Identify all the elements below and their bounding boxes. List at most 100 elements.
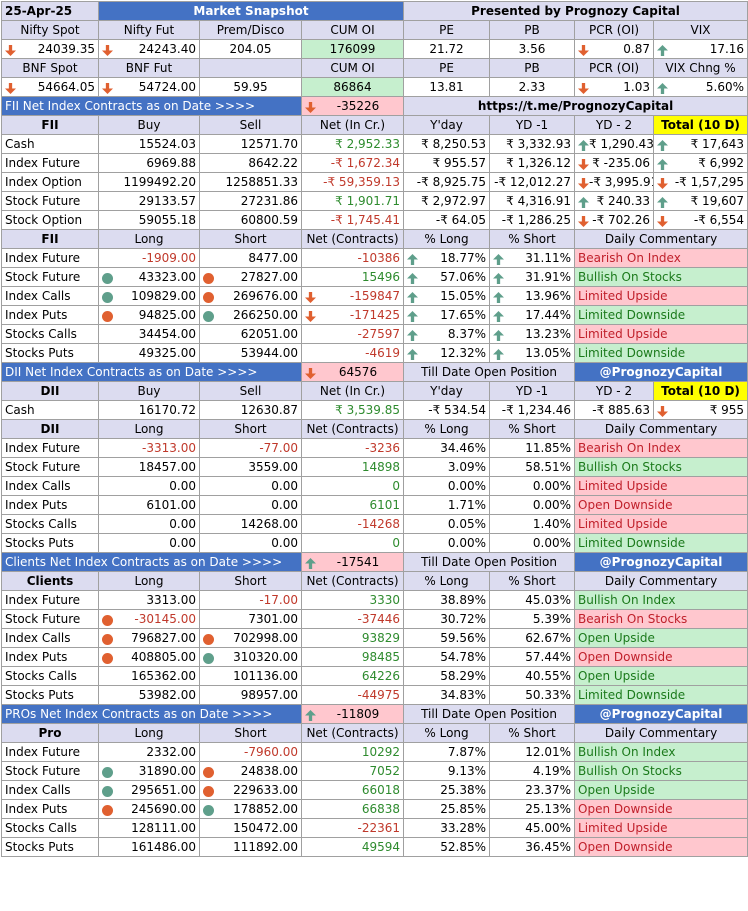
long-value: 43323.00 [98, 267, 200, 287]
yd1-value-text: ₹ 1,326.12 [506, 156, 572, 170]
arrow-up-icon [493, 349, 505, 360]
daily-commentary-text: Bearish On Index [578, 441, 681, 455]
channel-handle-text: @PrognozyCapital [599, 365, 723, 379]
arrow-up-icon [657, 159, 669, 170]
row-label: Index Puts [1, 495, 99, 515]
row-label-text: Index Puts [5, 650, 68, 664]
daily-commentary-text: Limited Upside [578, 479, 668, 493]
daily-commentary-text: Bullish On Stocks [578, 460, 682, 474]
clients-deriv-header-cell: Long [98, 571, 200, 591]
row-label: Stocks Puts [1, 533, 99, 553]
snapshot-value: 24039.35 [1, 39, 99, 59]
snapshot-label-text: Nifty Spot [20, 23, 80, 37]
banknifty-labels: BNF Spot BNF Fut CUM OI PE PB PCR (OI) VIX Chn… [1, 58, 748, 78]
daily-commentary: Bearish On Index [574, 248, 748, 268]
till-date-open-position: Till Date Open Position [403, 552, 576, 572]
snapshot-value-text: 59.95 [233, 80, 268, 94]
row-label: Index Calls [1, 476, 99, 496]
pro-deriv-header-cell-text: Net (Contracts) [306, 726, 399, 740]
short-value: 266250.00 [199, 305, 302, 325]
dii-deriv-header-cell: % Short [489, 419, 576, 439]
arrow-down-icon [305, 292, 316, 303]
dii-deriv-header-cell: Short [199, 419, 302, 439]
sell-value-text: 27231.86 [240, 194, 298, 208]
snapshot-label: PB [489, 58, 576, 78]
pct-short-value: 58.51% [489, 457, 576, 477]
daily-commentary-text: Limited Upside [578, 517, 668, 531]
total-10d-value-text: ₹ 6,992 [698, 156, 745, 170]
snapshot-label: Prem/Disco [199, 20, 302, 40]
net-contracts-value-text: 10292 [361, 745, 401, 759]
row-label-text: Stocks Calls [5, 821, 77, 835]
row-label: Index Calls [1, 780, 99, 800]
snapshot-value: 2.33 [489, 77, 576, 97]
fii-banner-label: FII Net Index Contracts as on Date >>>> [1, 96, 302, 116]
net-contracts-value-text: -171425 [349, 308, 401, 322]
long-value-text: 6101.00 [146, 498, 196, 512]
buy-value: 16170.72 [98, 400, 200, 420]
yday-value: ₹ 2,972.97 [403, 191, 491, 211]
dii-deriv-header-cell-text: Daily Commentary [604, 422, 718, 436]
arrow-up-icon [407, 254, 419, 265]
fii-deriv-header-cell-text: Long [134, 232, 164, 246]
short-value: 269676.00 [199, 286, 302, 306]
long-value: 18457.00 [98, 457, 200, 477]
clients-deriv-header-cell-text: Clients [26, 574, 74, 588]
short-value-text: 8477.00 [248, 251, 298, 265]
pct-short-value-text: 5.39% [532, 612, 572, 626]
yd2-value: -₹ 3,995.91 [574, 172, 655, 192]
snapshot-label-text: PCR (OI) [588, 61, 640, 75]
short-value: 27827.00 [199, 267, 302, 287]
short-value: 62051.00 [199, 324, 302, 344]
total-10d-value: ₹ 17,643 [653, 134, 748, 154]
net-contracts-value: 64226 [300, 666, 405, 686]
long-value: 6101.00 [98, 495, 200, 515]
sell-value-text: 1258851.33 [225, 175, 298, 189]
arrow-up-icon [305, 558, 316, 569]
long-value-text: 34454.00 [138, 327, 196, 341]
short-value-text: 111892.00 [233, 840, 298, 854]
row-label: Stock Future [1, 267, 99, 287]
pct-long-value-text: 1.71% [447, 498, 487, 512]
long-value: 34454.00 [98, 324, 200, 344]
snapshot-title-row: 25-Apr-25 Market Snapshot Presented by Pro… [1, 1, 748, 21]
pct-short-value: 13.23% [489, 324, 576, 344]
dii-cash-header-cell-text: DII [40, 384, 60, 398]
pct-long-value: 1.71% [403, 495, 491, 515]
row-label-text: Stocks Puts [5, 840, 74, 854]
snapshot-label-text: Prem/Disco [216, 23, 285, 37]
fii-cash-header-cell-text: Buy [137, 118, 161, 132]
pro-deriv-header-cell: % Short [489, 723, 576, 743]
red-circle-icon [203, 634, 214, 645]
fii-cash-row: Index Future 6969.88 8642.22 -₹ 1,672.34 ₹ 9… [1, 153, 748, 173]
pct-long-value-text: 17.65% [440, 308, 487, 322]
daily-commentary: Limited Downside [574, 533, 748, 553]
long-value: 2332.00 [98, 742, 200, 762]
short-value: 310320.00 [199, 647, 302, 667]
short-value-text: 150472.00 [233, 821, 298, 835]
fii-deriv-header-cell-text: % Long [424, 232, 469, 246]
pct-long-value: 33.28% [403, 818, 491, 838]
snapshot-label: Nifty Fut [98, 20, 200, 40]
daily-commentary: Open Downside [574, 495, 748, 515]
fii-cash-header-cell-text: Total (10 D) [661, 118, 740, 132]
dii-deriv-header-cell: % Long [403, 419, 491, 439]
snapshot-label-text: CUM OI [330, 61, 375, 75]
fii-cash-row: Cash 15524.03 12571.70 ₹ 2,952.33 ₹ 8,250.53… [1, 134, 748, 154]
total-10d-value-text: -₹ 1,57,295 [674, 175, 745, 189]
clients-deriv-row: Stock Future -30145.00 7301.00 -37446 30.72%… [1, 609, 748, 629]
fii-cash-header-cell: Total (10 D) [653, 115, 748, 135]
long-value: 0.00 [98, 514, 200, 534]
pct-short-value: 45.00% [489, 818, 576, 838]
yd1-value-text: ₹ 3,332.93 [506, 137, 572, 151]
clients-deriv-header: Clients Long Short Net (Contracts) % Long % S… [1, 571, 748, 591]
daily-commentary: Bearish On Index [574, 438, 748, 458]
pct-short-value: 45.03% [489, 590, 576, 610]
row-label: Index Calls [1, 628, 99, 648]
short-value: 178852.00 [199, 799, 302, 819]
green-circle-icon [102, 273, 113, 284]
sell-value: 27231.86 [199, 191, 302, 211]
fii-deriv-header-cell: % Short [489, 229, 576, 249]
fii-cash-header-cell: Net (In Cr.) [300, 115, 405, 135]
net-contracts-value-text: -10386 [357, 251, 401, 265]
